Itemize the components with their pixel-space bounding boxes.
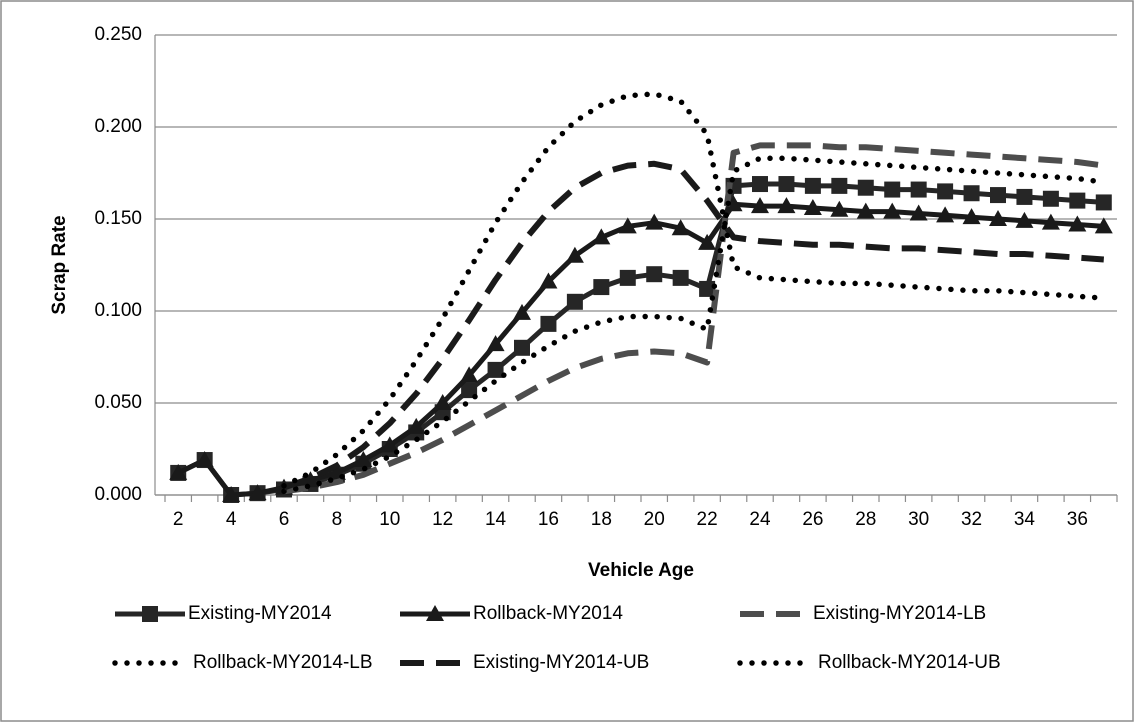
marker [752,176,768,193]
x-tick-label: 16 [538,509,559,530]
marker [619,269,636,286]
legend-label: Existing-MY2014 [188,603,332,624]
marker [566,293,583,310]
marker [884,181,901,198]
x-tick-label: 26 [802,509,823,530]
x-tick-label: 36 [1067,509,1088,530]
marker [645,213,664,230]
marker [142,606,158,622]
x-tick-label: 4 [226,509,237,530]
marker [380,436,399,453]
legend-label: Existing-MY2014-LB [813,603,986,624]
marker [699,280,716,297]
marker [461,382,478,399]
marker [962,208,981,225]
x-tick-label: 22 [697,509,718,530]
series-line [283,160,1105,491]
marker [460,366,479,383]
x-tick-label: 34 [1014,509,1036,530]
marker [487,361,504,378]
x-tick-label: 10 [379,509,400,530]
marker [857,179,874,196]
marker [1041,213,1060,230]
marker [1069,192,1086,209]
y-tick-label: 0.100 [94,300,142,321]
marker [169,463,188,480]
x-axis-title: Vehicle Age [588,560,694,581]
legend-label: Rollback-MY2014-LB [193,652,373,673]
marker [830,200,849,217]
marker [592,228,611,245]
y-tick-label: 0.050 [94,392,142,413]
x-tick-label: 18 [591,509,612,530]
marker [301,471,320,488]
marker [856,202,875,219]
x-tick-label: 24 [749,509,771,530]
marker [248,484,267,501]
x-tick-label: 28 [855,509,876,530]
series-line [283,142,1105,495]
x-tick-label: 20 [644,509,665,530]
marker [937,183,954,200]
marker [909,204,928,221]
series-line [281,155,1107,495]
x-tick-label: 30 [908,509,929,530]
x-tick-label: 8 [332,509,343,530]
x-tick-label: 6 [279,509,290,530]
marker [540,315,557,332]
legend-label: Existing-MY2014-UB [473,652,649,673]
marker [804,177,821,194]
marker [1068,215,1087,232]
marker [593,279,610,296]
marker [698,233,717,250]
marker [751,197,769,214]
x-tick-label: 12 [432,509,453,530]
marker [1095,194,1112,211]
marker [672,269,689,286]
marker [618,217,637,234]
x-tick-label: 2 [173,509,184,530]
marker [539,272,558,289]
y-tick-label: 0.150 [94,208,142,229]
marker [646,266,663,283]
marker [803,198,822,215]
marker [778,176,795,193]
y-tick-label: 0.200 [94,116,142,137]
y-tick-label: 0.250 [94,24,142,45]
marker [831,177,848,194]
marker [989,210,1007,226]
marker [222,486,241,502]
y-axis-title: Scrap Rate [49,215,70,314]
x-tick-label: 14 [485,509,507,530]
marker [195,451,214,468]
marker [433,394,452,410]
marker [426,605,444,621]
marker [486,335,505,352]
x-tick-label: 32 [961,509,982,530]
marker [936,206,955,223]
marker [1016,188,1033,205]
legend-label: Rollback-MY2014-UB [818,652,1001,673]
marker [883,202,902,219]
marker [777,197,796,214]
marker [990,187,1006,204]
y-tick-label: 0.000 [94,484,142,505]
marker [513,303,531,320]
marker [1042,190,1059,207]
legend-label: Rollback-MY2014 [473,603,623,624]
marker [724,195,743,212]
marker [910,181,927,198]
marker [354,451,373,468]
marker [1015,211,1034,228]
marker [565,246,584,263]
marker [1094,217,1113,234]
marker [963,185,980,202]
marker [407,417,426,434]
series-line [281,91,1107,489]
marker [514,339,530,356]
marker [671,219,690,236]
